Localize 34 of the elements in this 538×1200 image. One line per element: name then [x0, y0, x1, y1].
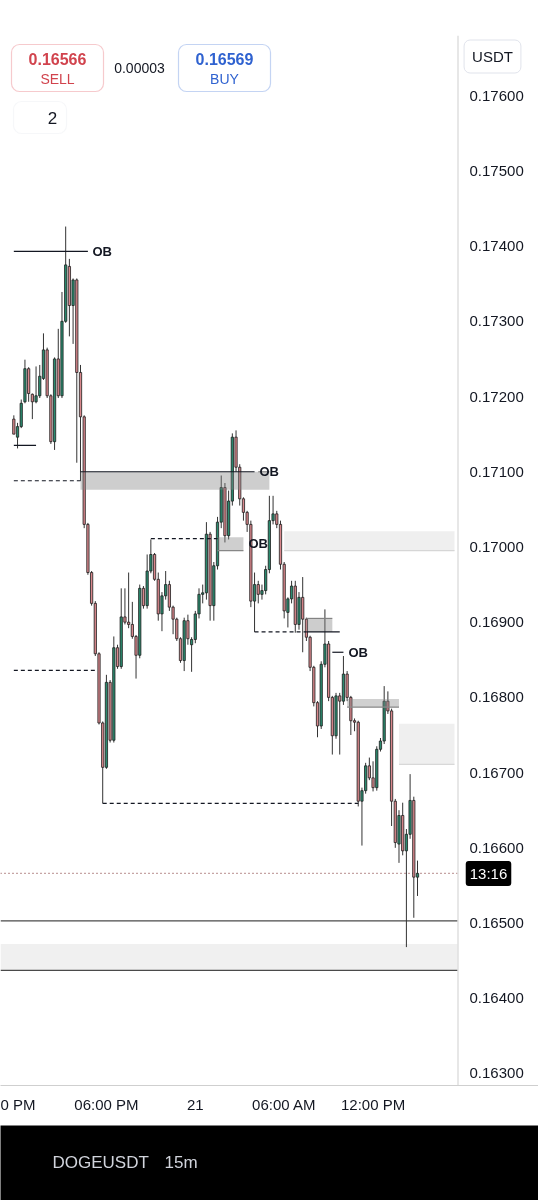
x-tick-label: 12:00 PM: [340, 1095, 406, 1113]
y-tick-label: 0.17200: [469, 387, 524, 405]
text: 13:16: [469, 864, 508, 882]
annotation: SELL: [40, 70, 75, 87]
candlestick: [34, 365, 38, 404]
y-tick-label: 0.16700: [469, 763, 524, 781]
annotation: 0.00003: [114, 59, 166, 76]
text: DOGEUSDT: [52, 1153, 149, 1172]
annotation: 2: [47, 108, 58, 128]
y-tick-label: 0.16300: [469, 1064, 524, 1082]
annotation: 0.16569: [195, 50, 254, 68]
x-tick-label: 06:00 PM: [74, 1095, 139, 1113]
x-tick-label: 06:00 AM: [252, 1095, 316, 1113]
annotation: OB: [348, 645, 368, 660]
annotation: 0.16566: [28, 50, 87, 68]
annotation: BUY: [210, 70, 240, 87]
y-tick-label: 0.16600: [469, 838, 524, 856]
y-tick-label: 0.16800: [469, 688, 524, 706]
y-tick-label: 0.17300: [469, 312, 524, 330]
y-tick-label: 0.16400: [469, 989, 524, 1007]
y-tick-label: 0.17400: [469, 237, 524, 255]
y-tick-label: 0.17000: [469, 537, 524, 555]
y-axis-title: USDT: [472, 48, 513, 65]
candlestick: [256, 580, 260, 604]
y-tick-label: 0.17100: [469, 462, 524, 480]
x-tick-label: 0 PM: [0, 1095, 36, 1113]
annotation: OB: [92, 244, 112, 259]
y-tick-label: 0.16900: [469, 613, 524, 631]
y-tick-label: 0.17500: [469, 161, 524, 179]
text: 15m: [164, 1153, 198, 1172]
y-tick-label: 0.16500: [469, 914, 524, 932]
annotation: OB: [259, 464, 279, 479]
x-tick-label: 21: [186, 1095, 204, 1113]
y-tick-label: 0.17600: [469, 86, 524, 104]
